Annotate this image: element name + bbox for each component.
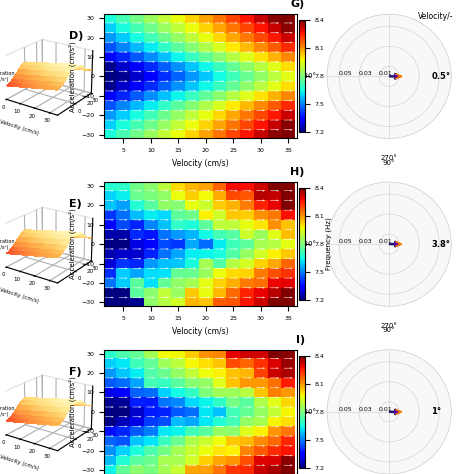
Text: E): E) <box>69 199 82 209</box>
Text: F): F) <box>69 366 82 376</box>
X-axis label: Velocity (cm/s): Velocity (cm/s) <box>172 327 228 336</box>
Y-axis label: Acceleration (cm/s²): Acceleration (cm/s²) <box>68 209 75 280</box>
Text: 1°: 1° <box>431 407 441 416</box>
Text: G): G) <box>291 0 305 9</box>
Text: 0.5°: 0.5° <box>431 72 450 81</box>
Text: 3.8°: 3.8° <box>431 240 450 248</box>
Y-axis label: Frequency (Hz): Frequency (Hz) <box>326 218 332 271</box>
Text: Acceleration
(cm/s²): Acceleration (cm/s²) <box>0 239 15 249</box>
Text: H): H) <box>290 167 305 177</box>
Y-axis label: Acceleration (cm/s²): Acceleration (cm/s²) <box>68 41 75 112</box>
X-axis label: Velocity (cm/s): Velocity (cm/s) <box>0 119 40 136</box>
X-axis label: Velocity (cm/s): Velocity (cm/s) <box>0 287 40 304</box>
Text: D): D) <box>69 31 84 41</box>
Text: Acceleration
(cm/s²): Acceleration (cm/s²) <box>0 71 15 82</box>
Text: Velocity/-: Velocity/- <box>419 12 454 21</box>
Text: I): I) <box>295 335 305 345</box>
Text: Acceleration
(cm/s²): Acceleration (cm/s²) <box>0 407 15 417</box>
X-axis label: Velocity (cm/s): Velocity (cm/s) <box>172 159 228 168</box>
Y-axis label: Acceleration (cm/s²): Acceleration (cm/s²) <box>68 376 75 447</box>
X-axis label: Velocity (cm/s): Velocity (cm/s) <box>0 455 40 471</box>
